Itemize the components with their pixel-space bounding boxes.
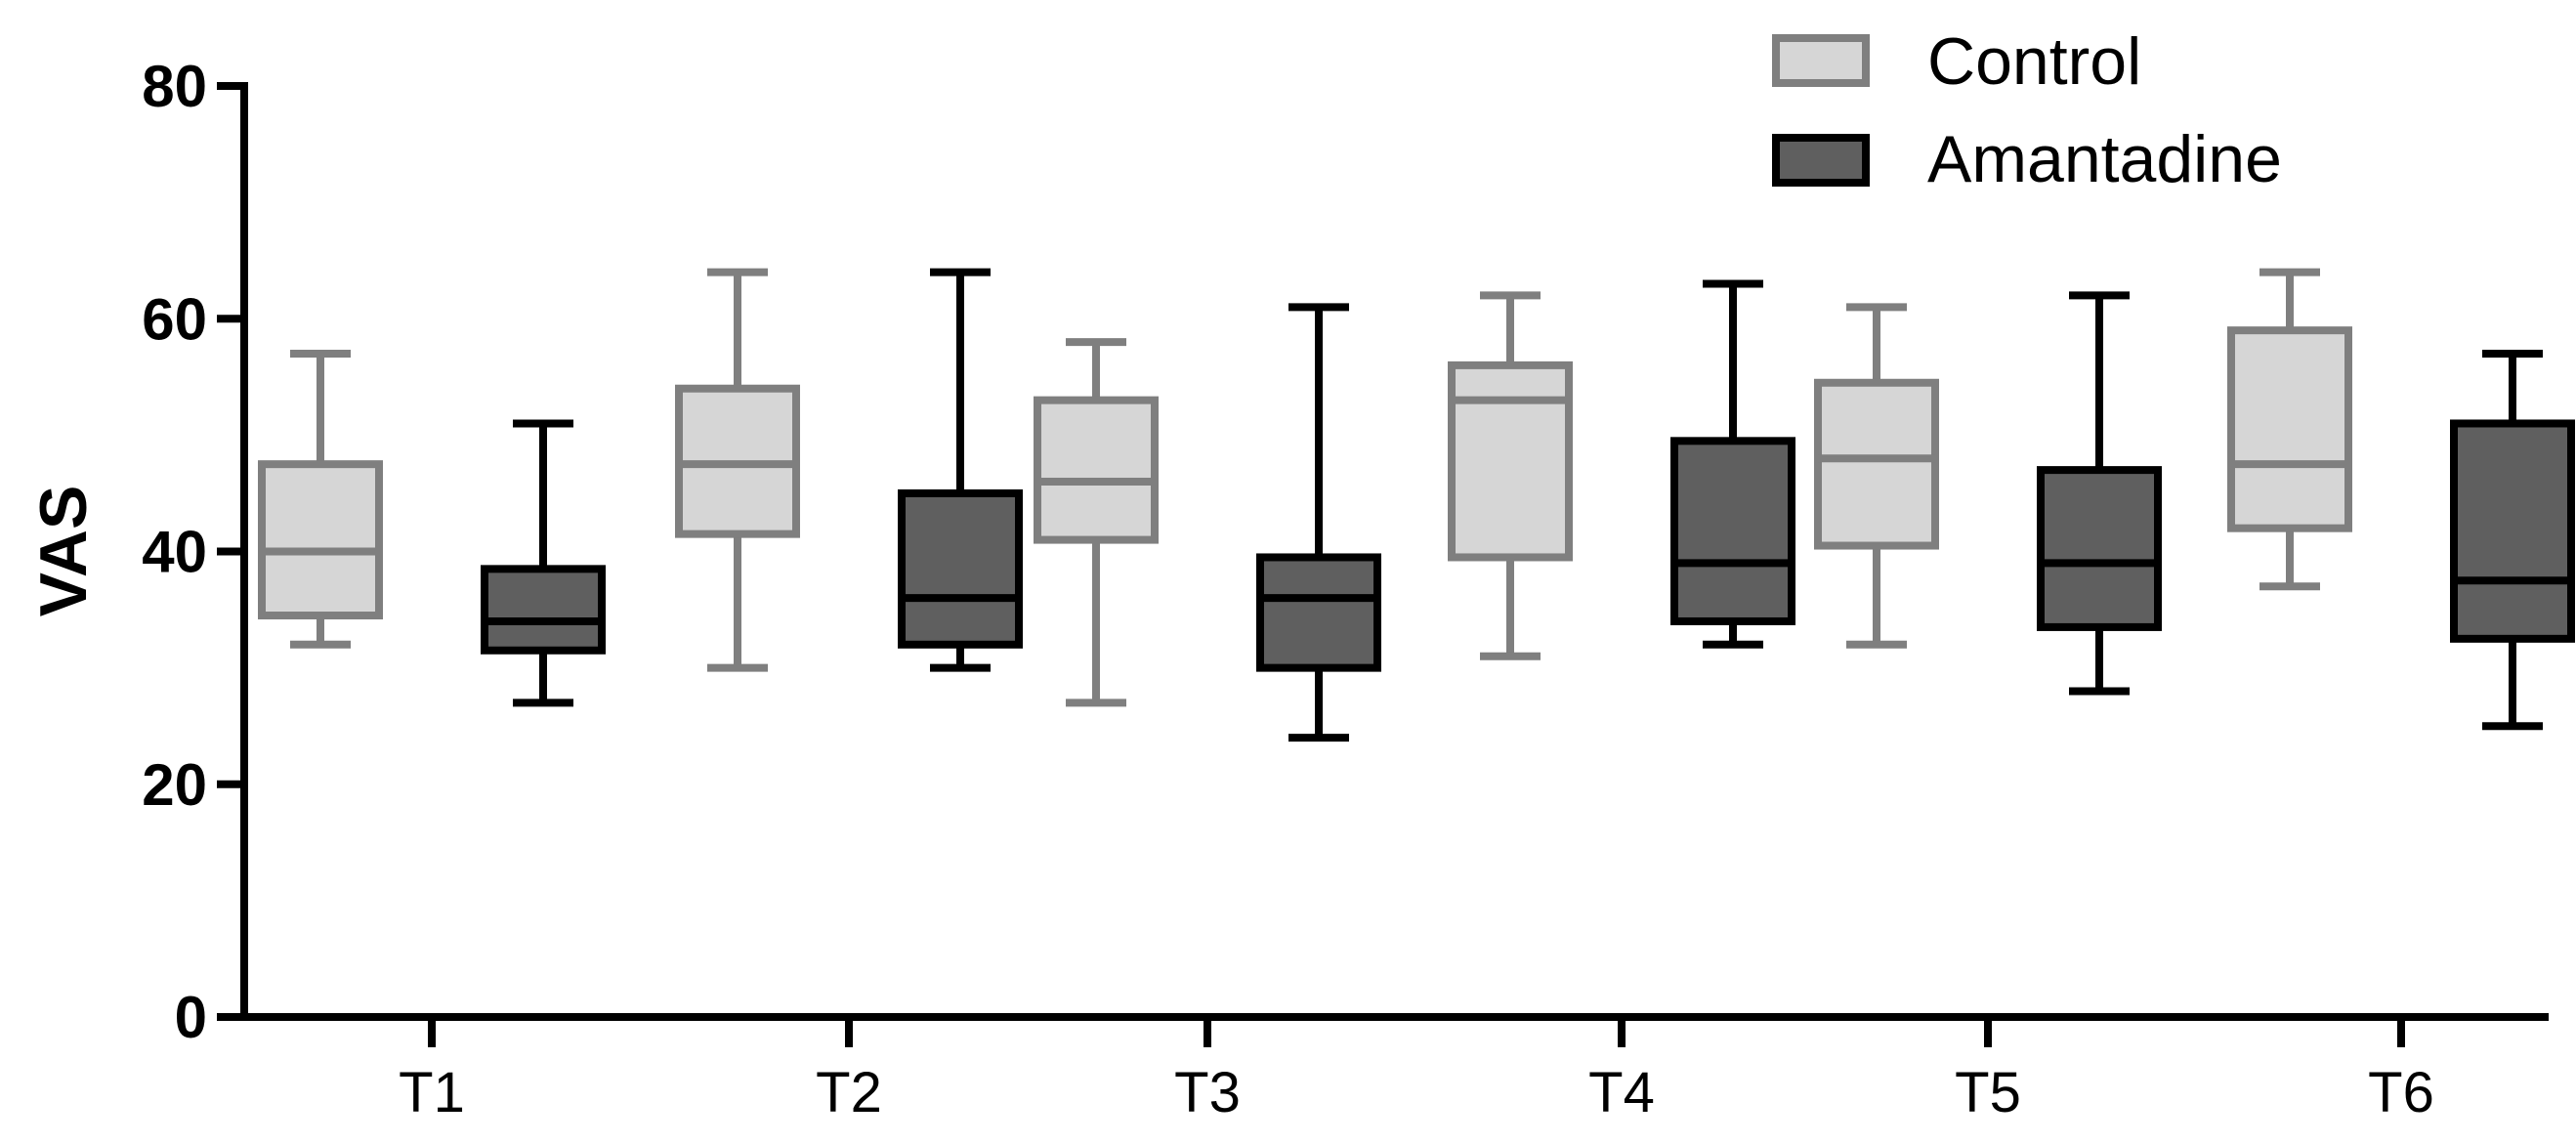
boxes-layer <box>258 268 2575 742</box>
box-amantadine-t5 <box>2037 291 2162 696</box>
x-tick-label-t5: T5 <box>1955 1061 2021 1124</box>
box-amantadine-t6 <box>2450 349 2575 731</box>
legend-item-amantadine: Amantadine <box>1772 122 2282 196</box>
x-ticks: T1 T2 T3 T4 T5 T6 <box>399 1017 2434 1124</box>
box-control-t2 <box>675 268 800 672</box>
y-tick-label: 80 <box>142 54 207 119</box>
box-control-t1 <box>258 349 383 649</box>
box-control-t6 <box>2227 268 2352 591</box>
box-iqr <box>898 488 1023 649</box>
legend-swatch-control <box>1772 34 1870 87</box>
box-amantadine-t2 <box>898 268 1023 672</box>
box-iqr <box>481 565 606 655</box>
box-amantadine-t4 <box>1670 279 1795 649</box>
box-iqr <box>2450 419 2575 643</box>
x-tick-label-t2: T2 <box>816 1061 882 1124</box>
axes-layer <box>240 82 2549 1021</box>
y-tick-label: 20 <box>142 752 207 818</box>
box-amantadine-t1 <box>481 419 606 707</box>
box-iqr <box>258 460 383 620</box>
legend-label-control: Control <box>1927 24 2141 99</box>
legend: Control Amantadine <box>1772 24 2282 196</box>
box-amantadine-t3 <box>1256 303 1381 742</box>
box-control-t5 <box>1814 303 1939 649</box>
legend-label-amantadine: Amantadine <box>1927 122 2282 196</box>
box-iqr <box>2227 326 2352 532</box>
box-iqr <box>1670 437 1795 625</box>
x-tick-label-t4: T4 <box>1588 1061 1655 1124</box>
box-iqr <box>1448 360 1573 562</box>
x-tick-label-t1: T1 <box>399 1061 465 1124</box>
box-control-t3 <box>1034 338 1159 707</box>
x-tick-label-t3: T3 <box>1174 1061 1241 1124</box>
legend-swatch-amantadine <box>1772 134 1870 187</box>
y-tick-label: 40 <box>142 520 207 585</box>
y-tick-label: 0 <box>175 985 207 1050</box>
y-axis-title: VAS <box>26 486 101 617</box>
box-iqr <box>1034 396 1159 544</box>
legend-item-control: Control <box>1772 24 2141 99</box>
box-iqr <box>2037 466 2162 631</box>
y-ticks: 0 20 40 60 80 <box>142 54 244 1050</box>
box-iqr <box>1814 378 1939 550</box>
box-iqr <box>1256 553 1381 672</box>
box-control-t4 <box>1448 291 1573 660</box>
y-tick-label: 60 <box>142 286 207 352</box>
x-tick-label-t6: T6 <box>2368 1061 2434 1124</box>
